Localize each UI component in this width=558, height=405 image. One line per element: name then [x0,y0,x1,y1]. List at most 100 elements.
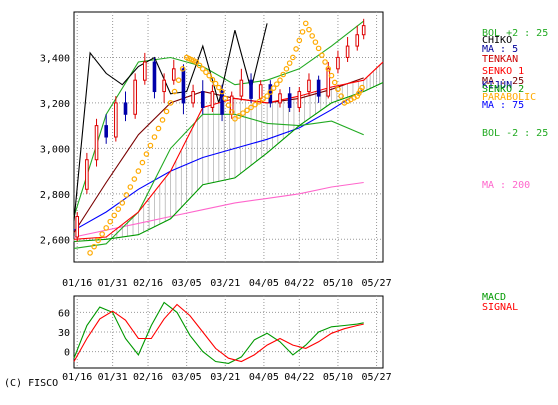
main-xtick-label-5: 04/05 [249,278,279,289]
parabolic-dot [328,72,335,79]
main-ytick-label-4: 3,400 [40,53,70,64]
parabolic-dot [99,231,105,237]
parabolic-dot [193,59,200,65]
legend-senko-1: SENKO 1 [482,66,524,77]
parabolic-dot [159,117,166,123]
main-xtick-label-8: 05/27 [362,278,392,289]
parabolic-dot [147,142,154,149]
main-xtick-label-4: 03/21 [210,278,240,289]
parabolic-dot [306,26,312,33]
series-senko-1 [73,61,384,240]
main-axes: 2,600 2,800 3,000 3,200 3,400 01/16 01/31 02/16… [40,53,392,289]
parabolic-dot [283,66,290,72]
candle-body [307,79,311,93]
candle-body [316,79,321,97]
candle-body [200,91,205,108]
candle-body [239,79,244,97]
series-bol-2-25 [73,113,364,249]
candle-body [171,68,176,81]
parabolic-dot [302,20,309,27]
parabolic-dot [240,110,246,116]
parabolic-dot [286,60,293,66]
candle-body [114,102,118,138]
parabolic-dot [209,76,216,83]
legend-senko-2: SENKO 2 [482,84,524,95]
legend-ma-200: MA : 200 [482,180,530,191]
macd-xtick-label-3: 03/05 [172,372,202,383]
parabolic-dot [338,93,344,99]
series-ma-25 [73,77,364,233]
main-ytick-label-3: 3,200 [40,99,70,110]
legend-signal: SIGNAL [482,302,518,313]
copyright-text: (C) FISCO [4,378,58,389]
parabolic-dot [119,200,126,206]
parabolic-dot [139,159,146,166]
parabolic-dot [248,104,254,111]
main-xtick-label-7: 05/10 [323,278,353,289]
parabolic-dot [273,81,280,87]
parabolic-dot [179,66,186,72]
parabolic-dot [322,59,328,65]
macd-xtick-label-8: 05/27 [362,372,392,383]
macd-xtick-label-7: 05/10 [323,372,353,383]
legend-parabolic: PARABOLIC [482,92,536,103]
series-ma-200 [73,181,364,238]
parabolic-dot [196,62,203,69]
legend-kijun: KIJUN [482,80,512,91]
candle-body [181,68,186,104]
legend-tenkan: TENKAN [482,54,518,65]
macd-xtick-label-4: 03/21 [210,372,240,383]
macd-xtick-label-2: 02/16 [133,372,163,383]
legend-chiko: CHIKO [482,35,512,46]
parabolic-dot [270,85,277,91]
candle-body [220,91,224,115]
candle-body [258,84,263,99]
candle-body [94,125,99,161]
main-frame [73,11,384,263]
main-ytick-label-1: 2,800 [40,190,70,201]
candle-body [278,93,282,104]
parabolic-dot [225,102,232,108]
ichimoku-cloud [73,65,381,242]
parabolic-dot [203,69,209,76]
parabolic-dot [293,46,299,52]
parabolic-dot [206,72,212,79]
candle-body [210,91,215,108]
candle-body [361,25,366,36]
parabolic-dot [228,109,235,115]
macd-axes: 0 30 60 01/16 01/31 02/16 03/05 03/21 04/05 04/22… [58,308,392,383]
parabolic-dot [111,212,118,219]
parabolic-dot [280,71,287,78]
main-xtick-label-6: 04/22 [284,278,314,289]
parabolic-dot [163,108,170,115]
candle-body [336,56,340,70]
parabolic-dot [103,225,109,231]
parabolic-dot [264,93,270,99]
candle-body [297,91,302,108]
parabolic-dot [315,45,322,52]
parabolic-dot [325,66,332,72]
legend-macd: MACD [482,292,506,303]
candle-body [191,91,195,104]
legend-ma-25: MA : 25 [482,76,524,87]
parabolic-dot [359,84,365,91]
parabolic-dot [236,113,242,119]
candle-body [85,159,89,190]
candle-body [75,216,80,238]
parabolic-dots [87,20,365,256]
macd-xtick-label-6: 04/22 [284,372,314,383]
parabolic-dot [244,107,250,114]
main-series [73,20,384,249]
candle-body [326,68,331,97]
legend-bol-2-25: BOL -2 : 25 [482,128,548,139]
macd-xtick-label-0: 01/16 [62,372,92,383]
candle-body [152,61,157,93]
macd-ytick-label-0: 0 [64,348,70,359]
macd-xtick-label-1: 01/31 [98,372,128,383]
candle-body [133,79,137,115]
parabolic-dot [299,29,306,35]
candle-body [123,102,128,115]
main-xtick-label-3: 03/05 [172,278,202,289]
parabolic-dot [167,100,174,106]
